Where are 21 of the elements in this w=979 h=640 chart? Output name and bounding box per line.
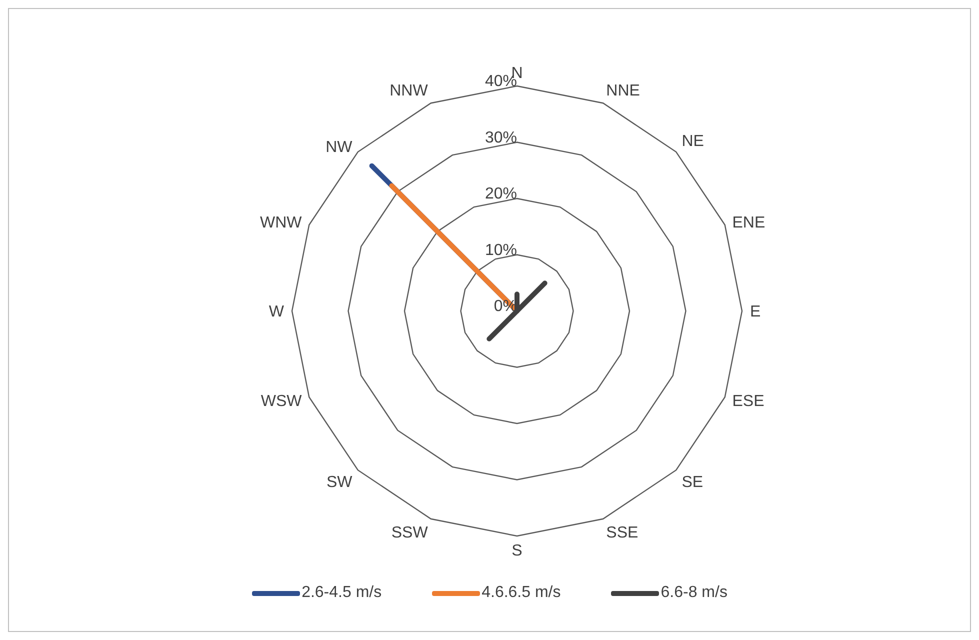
spoke-label: ESE [732,392,764,410]
y-tick-label: 20% [484,186,517,202]
spoke-label: SSW [391,524,429,542]
legend-label: 6.6-8 m/s [660,584,728,602]
spoke-label: WNW [260,214,303,232]
spoke-label: W [268,304,285,321]
spoke-label: NW [326,138,354,156]
spoke-label: NNW [390,82,429,100]
spoke-label: ENE [732,214,766,232]
spoke-label: NNE [606,82,640,100]
spoke-label: S [512,542,522,560]
spoke-label: NE [682,133,704,150]
y-tick-label: 30% [484,129,517,146]
spoke-label: SW [326,474,354,492]
spoke-label: E [750,304,761,321]
y-tick-label: 10% [484,242,517,259]
legend-label: 2.6-4.5 m/s [302,584,382,602]
spoke-label: SE [682,474,704,492]
spoke-label: WSW [260,392,303,410]
legend-label: 4.6.6.5 m/s [482,584,561,602]
spoke-label: SSE [606,524,638,542]
